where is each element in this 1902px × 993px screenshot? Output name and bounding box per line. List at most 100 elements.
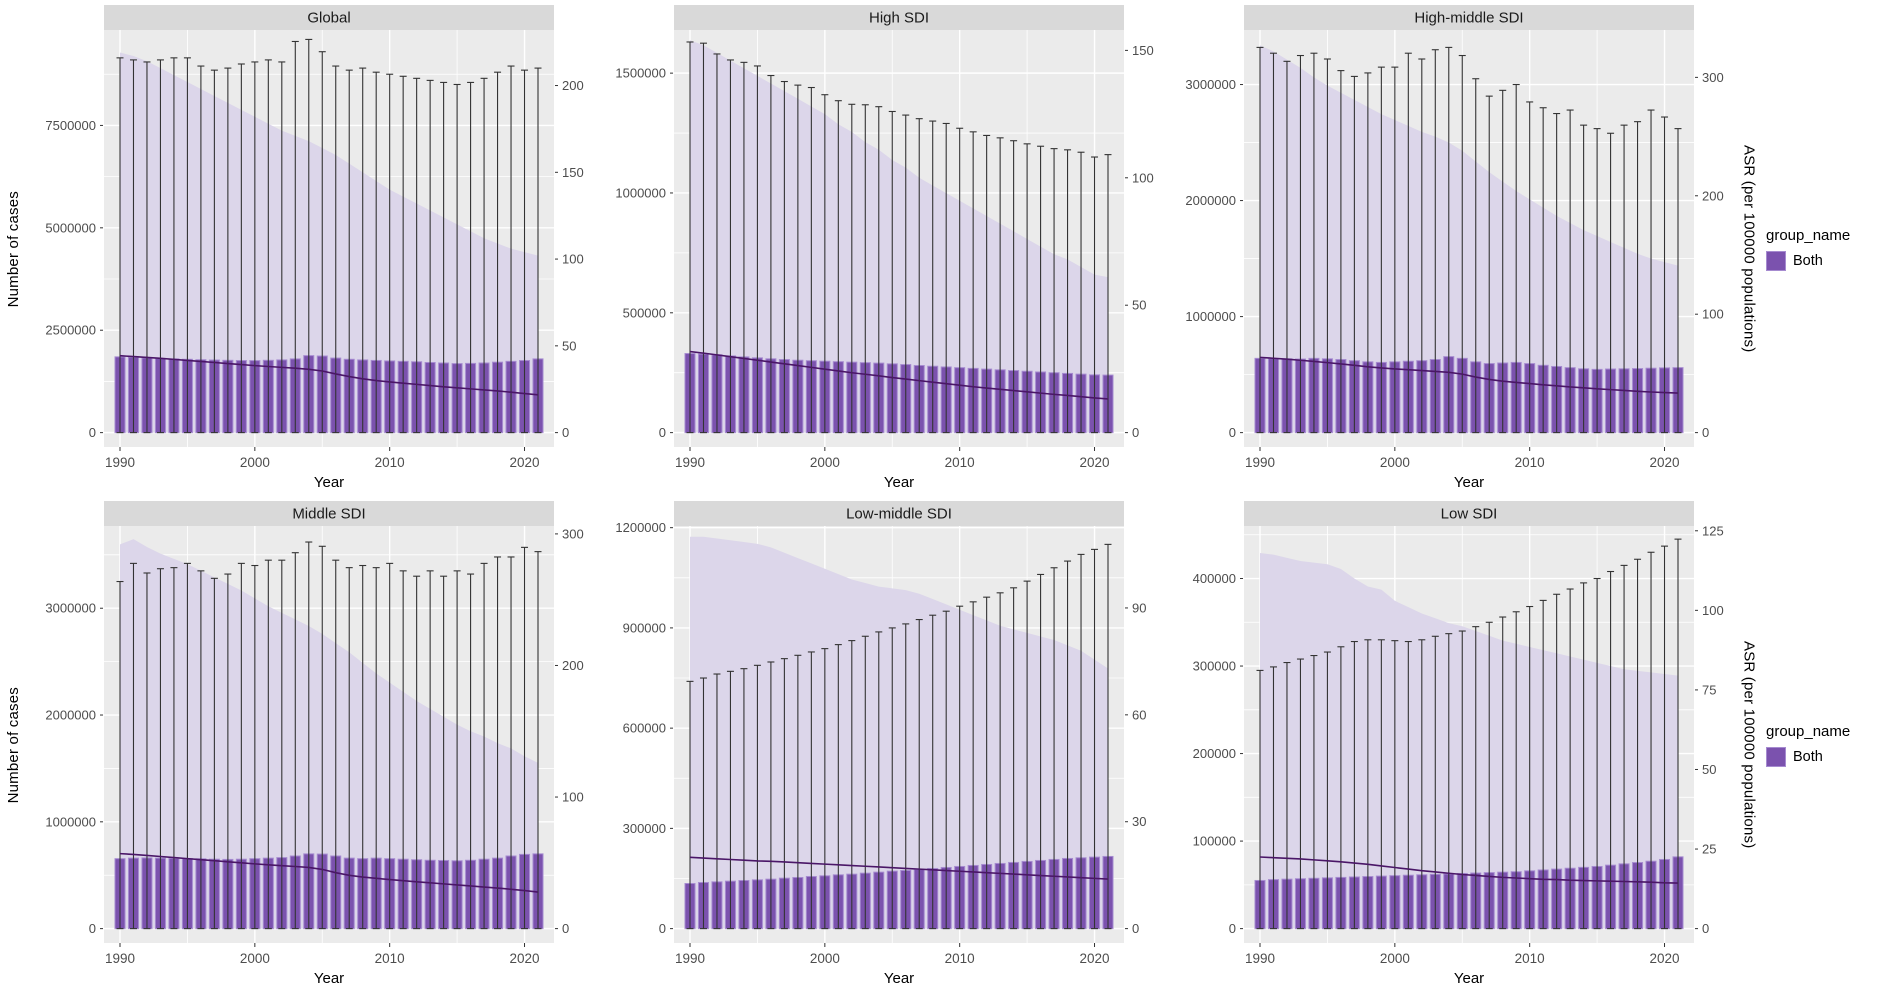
strip-title: High-middle SDI	[1414, 10, 1523, 27]
svg-text:2020: 2020	[1079, 455, 1109, 470]
svg-text:150: 150	[562, 165, 584, 180]
strip-high-sdi	[674, 5, 1124, 30]
svg-text:30: 30	[1132, 814, 1146, 829]
svg-text:0: 0	[1132, 425, 1139, 440]
left-axis-title-text: Number of cases	[4, 686, 22, 804]
svg-text:50: 50	[1702, 762, 1716, 777]
svg-text:2010: 2010	[945, 455, 975, 470]
svg-text:0: 0	[1702, 425, 1709, 440]
svg-text:2000: 2000	[1380, 951, 1410, 966]
legend-item-both: Both	[1766, 251, 1880, 271]
x-axis: 1990 2000 2010 2020	[1245, 447, 1680, 470]
x-axis-title: Year	[314, 474, 344, 491]
svg-text:2000000: 2000000	[45, 708, 96, 723]
legend-item-both: Both	[1766, 747, 1880, 767]
panel-low-middle-sdi: Low-middle SDI 0 300000 600000 900000 1200000…	[615, 501, 1146, 987]
svg-text:600000: 600000	[623, 721, 666, 736]
svg-text:5000000: 5000000	[45, 220, 96, 235]
svg-text:100: 100	[562, 790, 584, 805]
svg-text:2000: 2000	[810, 951, 840, 966]
legend-swatch-both-icon	[1766, 251, 1786, 271]
panel-low-sdi: Low SDI 0 100000 200000 300000 400000 0 25 50 75 1…	[1193, 501, 1724, 987]
right-axis: 0 100 200 300	[555, 526, 584, 936]
svg-text:2000: 2000	[1380, 455, 1410, 470]
svg-text:2010: 2010	[1515, 951, 1545, 966]
svg-text:1000000: 1000000	[1185, 309, 1236, 324]
svg-text:2000: 2000	[810, 455, 840, 470]
error-bars	[686, 543, 1112, 930]
right-axis-title-text: ASR (per 100000 populations)	[1740, 145, 1758, 353]
legend-title: group_name	[1766, 227, 1851, 244]
x-axis: 1990 2000 2010 2020	[675, 447, 1110, 470]
svg-text:100: 100	[562, 252, 584, 267]
svg-text:1990: 1990	[105, 951, 135, 966]
svg-text:2010: 2010	[375, 455, 405, 470]
right-axis: 0 50 100 150 200	[555, 78, 584, 440]
x-axis-title: Year	[314, 970, 344, 987]
svg-text:2020: 2020	[1649, 951, 1679, 966]
svg-text:0: 0	[659, 425, 666, 440]
panels-row1: Global 0 2500000 5000000 7500000 0 50 100 150 200…	[26, 1, 1736, 497]
svg-text:200: 200	[562, 658, 584, 673]
svg-text:0: 0	[562, 425, 569, 440]
svg-text:100: 100	[1132, 170, 1154, 185]
legend-title: group_name	[1766, 723, 1851, 740]
strip-title: Low SDI	[1441, 506, 1498, 523]
svg-text:1500000: 1500000	[615, 66, 666, 81]
svg-text:3000000: 3000000	[1185, 77, 1236, 92]
strip-title: High SDI	[869, 10, 929, 27]
legend-item-label: Both	[1793, 749, 1823, 765]
svg-text:2010: 2010	[375, 951, 405, 966]
asr-upper-area	[120, 52, 538, 433]
left-axis-title-row2: Number of cases	[0, 497, 26, 993]
asr-upper-area	[120, 539, 538, 929]
asr-upper-area	[1260, 553, 1678, 929]
asr-upper-area	[690, 40, 1108, 433]
error-bars	[116, 541, 542, 930]
x-axis: 1990 2000 2010 2020	[675, 943, 1110, 966]
svg-text:900000: 900000	[623, 620, 666, 635]
svg-text:300000: 300000	[1193, 659, 1236, 674]
svg-text:25: 25	[1702, 842, 1716, 857]
svg-text:1990: 1990	[105, 455, 135, 470]
panel-high-sdi: High SDI 0 500000 1000000 1500000 0 50 100 150 19…	[615, 5, 1154, 491]
asr-line	[119, 852, 539, 893]
right-axis: 0 30 60 90	[1125, 600, 1146, 936]
x-axis-title: Year	[1454, 474, 1484, 491]
left-axis: 0 100000 200000 300000 400000	[1193, 571, 1243, 936]
svg-text:2010: 2010	[945, 951, 975, 966]
svg-text:2020: 2020	[509, 951, 539, 966]
svg-text:50: 50	[562, 338, 576, 353]
svg-text:0: 0	[1702, 921, 1709, 936]
svg-text:1200000: 1200000	[615, 520, 666, 535]
strip-low-sdi	[1244, 501, 1694, 526]
strip-title: Low-middle SDI	[846, 506, 952, 523]
facet-row-2: Number of cases Middle SDI 0 1000000 200000…	[0, 497, 1902, 993]
left-axis: 0 500000 1000000 1500000	[615, 66, 673, 440]
asr-line	[1259, 856, 1679, 884]
svg-text:75: 75	[1702, 682, 1716, 697]
x-axis: 1990 2000 2010 2020	[1245, 943, 1680, 966]
svg-text:2020: 2020	[1079, 951, 1109, 966]
asr-line	[1259, 356, 1679, 394]
strip-global	[104, 5, 554, 30]
svg-text:0: 0	[1229, 425, 1236, 440]
svg-text:60: 60	[1132, 707, 1146, 722]
legend-row2: group_name Both	[1762, 497, 1880, 993]
panel-middle-sdi: Middle SDI 0 1000000 2000000 3000000 0 100 200 3…	[45, 501, 584, 987]
asr-upper-area	[1260, 45, 1678, 433]
asr-line	[689, 856, 1109, 880]
svg-text:90: 90	[1132, 600, 1146, 615]
svg-text:2010: 2010	[1515, 455, 1545, 470]
error-bars	[1256, 46, 1682, 434]
panel-global: Global 0 2500000 5000000 7500000 0 50 100 150 200…	[45, 5, 584, 491]
legend-swatch-both-icon	[1766, 747, 1786, 767]
svg-text:2500000: 2500000	[45, 323, 96, 338]
strip-middle-sdi	[104, 501, 554, 526]
svg-text:0: 0	[89, 425, 96, 440]
x-axis: 1990 2000 2010 2020	[105, 943, 540, 966]
facet-row-1: Number of cases Global 0 2500000 5000000 750…	[0, 1, 1902, 497]
error-bars	[1256, 538, 1682, 930]
svg-text:0: 0	[562, 921, 569, 936]
